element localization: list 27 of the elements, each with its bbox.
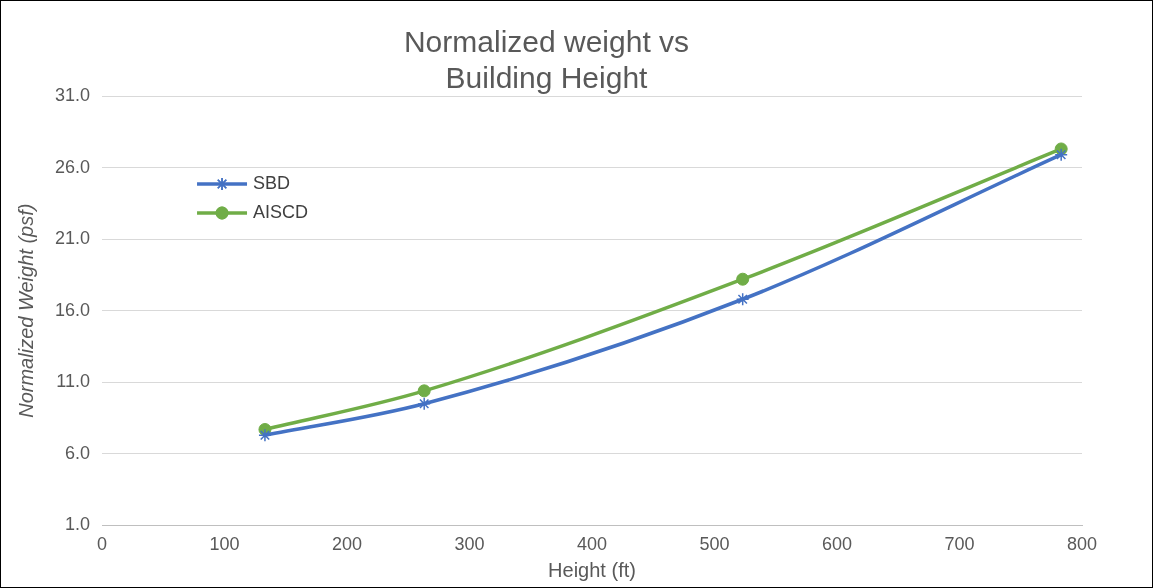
x-tick-label: 700 <box>944 534 975 555</box>
point <box>1054 147 1068 162</box>
y-axis-title: Normalized Weight (psf) <box>14 203 37 418</box>
x-tick-label: 600 <box>821 534 853 555</box>
y-tick-label: 21.0 <box>54 228 91 249</box>
point <box>417 396 431 411</box>
y-tick-label: 26.0 <box>54 156 91 177</box>
y-tick-label: 1.0 <box>65 514 91 535</box>
x-tick-label: 400 <box>576 534 608 555</box>
point <box>417 384 431 398</box>
y-tick-label: 11.0 <box>56 371 91 392</box>
legend-label: SBD <box>253 172 291 193</box>
x-tick-label: 100 <box>209 534 240 555</box>
x-tick-label: 500 <box>699 534 730 555</box>
point <box>735 292 750 306</box>
chart-title: Normalized weight vs Building Height <box>403 25 690 95</box>
x-tick-label: 300 <box>454 534 485 555</box>
y-tick-label: 16.0 <box>54 299 91 320</box>
y-tick-label: 6.0 <box>65 442 91 463</box>
y-tick-label: 31.0 <box>54 84 91 105</box>
x-tick-label: 0 <box>97 534 108 555</box>
point <box>736 272 750 286</box>
legend-label: AISCD <box>253 201 309 222</box>
x-tick-label: 200 <box>332 534 363 555</box>
point <box>258 428 272 442</box>
x-axis-title: Height (ft) <box>548 558 636 581</box>
x-tick-label: 800 <box>1066 534 1098 555</box>
